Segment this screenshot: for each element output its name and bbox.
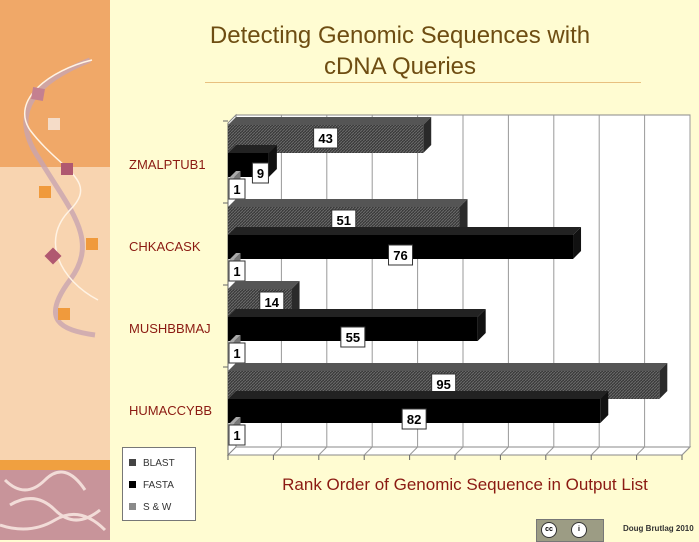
bar-top-BLAST bbox=[228, 117, 432, 125]
data-label: 76 bbox=[393, 248, 407, 263]
bar-top-S & W bbox=[228, 253, 241, 261]
bar-end-FASTA bbox=[268, 145, 277, 177]
gridline-floor bbox=[318, 446, 328, 456]
cc-by-license-badge[interactable]: cc i bbox=[536, 519, 604, 542]
data-label: 95 bbox=[436, 377, 450, 392]
bar-top-FASTA bbox=[228, 145, 277, 153]
gridline-floor bbox=[590, 446, 600, 456]
slide-title: Detecting Genomic Sequences with cDNA Qu… bbox=[150, 20, 650, 82]
decorative-side-panel bbox=[0, 0, 110, 540]
data-label: 9 bbox=[257, 166, 264, 181]
chart-legend: BLAST FASTA S & W bbox=[122, 447, 196, 521]
bar-end-BLAST bbox=[459, 199, 468, 235]
bar-top-BLAST bbox=[228, 363, 668, 371]
author-credit: Doug Brutlag 2010 bbox=[623, 524, 694, 533]
data-label: 51 bbox=[337, 213, 351, 228]
bar-top-S & W bbox=[228, 417, 241, 425]
bar-end-FASTA bbox=[573, 227, 582, 259]
legend-item-sw: S & W bbox=[129, 502, 171, 513]
bar-end-FASTA bbox=[477, 309, 486, 341]
bar-end-FASTA bbox=[600, 391, 609, 423]
legend-swatch bbox=[129, 481, 136, 488]
data-label-box bbox=[340, 326, 366, 348]
gridline-floor bbox=[409, 446, 418, 456]
bar-end-BLAST bbox=[291, 281, 300, 317]
data-label-box bbox=[228, 424, 246, 446]
legend-swatch bbox=[129, 503, 136, 510]
bar-end-BLAST bbox=[423, 117, 432, 153]
legend-label: BLAST bbox=[143, 458, 175, 469]
data-label: 55 bbox=[346, 330, 360, 345]
data-label: 1 bbox=[233, 264, 240, 279]
data-label: 43 bbox=[318, 131, 332, 146]
bar-top-FASTA bbox=[228, 391, 609, 399]
legend-label: S & W bbox=[143, 502, 172, 513]
data-label-box bbox=[313, 127, 339, 149]
data-label: 14 bbox=[265, 295, 280, 310]
legend-item-blast: BLAST bbox=[129, 458, 175, 469]
data-label-box bbox=[388, 244, 414, 266]
category-label: MUSHBBMAJ bbox=[129, 321, 211, 336]
legend-item-fasta: FASTA bbox=[129, 480, 174, 491]
gridline-floor bbox=[273, 446, 282, 456]
bar-end-BLAST bbox=[659, 363, 668, 399]
gridline-floor bbox=[454, 446, 464, 456]
attribution-icon: i bbox=[571, 522, 587, 538]
gridline-floor bbox=[545, 446, 555, 456]
title-line-1: Detecting Genomic Sequences with bbox=[209, 22, 591, 49]
bar-top-FASTA bbox=[228, 309, 486, 317]
cc-icon: cc bbox=[541, 522, 557, 538]
title-line-2: cDNA Queries bbox=[323, 53, 477, 80]
bar-top-BLAST bbox=[228, 281, 300, 289]
category-label: HUMACCYBB bbox=[129, 403, 213, 418]
data-label: 1 bbox=[233, 182, 240, 197]
data-label: 82 bbox=[407, 412, 421, 427]
gridline-floor bbox=[681, 446, 691, 456]
data-label-box bbox=[401, 408, 427, 430]
x-axis-label: Rank Order of Genomic Sequence in Output… bbox=[282, 475, 648, 494]
data-label-box bbox=[251, 162, 269, 184]
legend-label: FASTA bbox=[143, 480, 174, 491]
data-label: 1 bbox=[233, 428, 240, 443]
bar-top-FASTA bbox=[228, 227, 582, 235]
legend-swatch bbox=[129, 459, 136, 466]
gridline-floor bbox=[500, 446, 509, 456]
bar-top-S & W bbox=[228, 171, 241, 179]
category-label: CHKACASK bbox=[129, 239, 201, 254]
bar-top-BLAST bbox=[228, 199, 468, 207]
category-label: ZMALPTUB1 bbox=[129, 157, 206, 172]
bar-top-S & W bbox=[228, 335, 241, 343]
gridline-floor bbox=[363, 446, 373, 456]
title-divider bbox=[205, 82, 641, 83]
data-label: 1 bbox=[233, 346, 240, 361]
gridline-floor bbox=[636, 446, 645, 456]
